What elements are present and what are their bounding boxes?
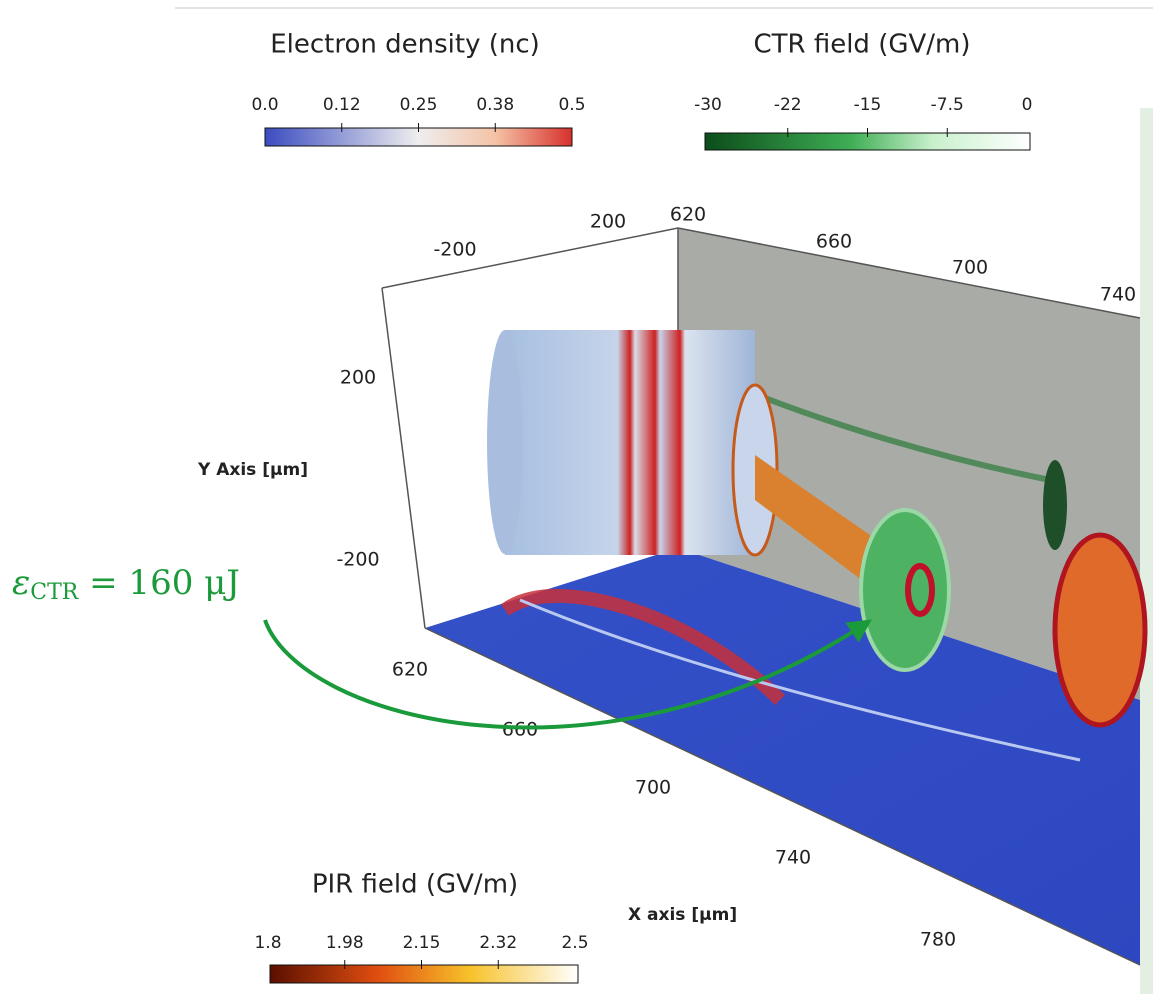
colorbar-tick-label: -7.5 — [931, 95, 964, 115]
axis-title: Y Axis [µm] — [197, 460, 308, 480]
colorbar-tick-label: -15 — [854, 95, 882, 115]
colorbar-tick-label: 0.5 — [558, 95, 585, 115]
axis-tick-label: 660 — [502, 719, 538, 741]
axis-tick-label: 780 — [920, 929, 956, 951]
colorbar-tick-label: 0.12 — [323, 95, 361, 115]
axis-tick-label: 700 — [635, 777, 671, 799]
annotation-symbol: ε — [12, 563, 30, 603]
axis-tick-label: -200 — [336, 549, 379, 571]
pir-cylinder — [1055, 535, 1145, 725]
colorbar-title: Electron density (nc) — [270, 30, 540, 60]
colorbar-tick-label: 0.38 — [476, 95, 514, 115]
colorbar — [270, 965, 578, 983]
colorbar-title: PIR field (GV/m) — [312, 870, 518, 900]
annotation-subscript: CTR — [30, 580, 80, 605]
colorbar-tick-label: 0 — [1022, 95, 1033, 115]
density-cylinder — [487, 330, 523, 554]
axis-tick-label: -200 — [433, 239, 476, 261]
axis-tick-label: 700 — [952, 257, 988, 279]
axis-tick-label: 740 — [1100, 284, 1136, 306]
annotation: εCTR = 160 μJ — [12, 563, 240, 605]
axis-title: X axis [µm] — [628, 905, 737, 925]
colorbar-tick-label: 2.32 — [479, 933, 517, 953]
annotation-text: = 160 μJ — [78, 563, 240, 603]
colorbar-tick-label: -22 — [774, 95, 802, 115]
axis-tick-label: 200 — [590, 211, 626, 233]
colorbar-tick-label: 0.0 — [251, 95, 278, 115]
colorbar-tick-label: 2.5 — [561, 933, 588, 953]
colorbar-tick-label: -30 — [694, 95, 722, 115]
colorbar-tick-label: 1.98 — [326, 933, 364, 953]
colorbar-tick-label: 2.15 — [403, 933, 441, 953]
side-panel — [1140, 108, 1153, 994]
figure: Electron density (nc) CTR field (GV/m) P… — [0, 0, 1153, 994]
colorbar-title: CTR field (GV/m) — [753, 30, 970, 60]
density-cylinder — [505, 330, 755, 555]
wall-feature — [1043, 460, 1067, 550]
axis-tick-label: 620 — [670, 204, 706, 226]
axis-tick-label: 740 — [775, 847, 811, 869]
axis-tick-label: 200 — [340, 367, 376, 389]
colorbar-tick-label: 1.8 — [254, 933, 281, 953]
colorbar-tick-label: 0.25 — [400, 95, 438, 115]
axis-tick-label: 660 — [816, 231, 852, 253]
axis-tick-label: 620 — [392, 659, 428, 681]
